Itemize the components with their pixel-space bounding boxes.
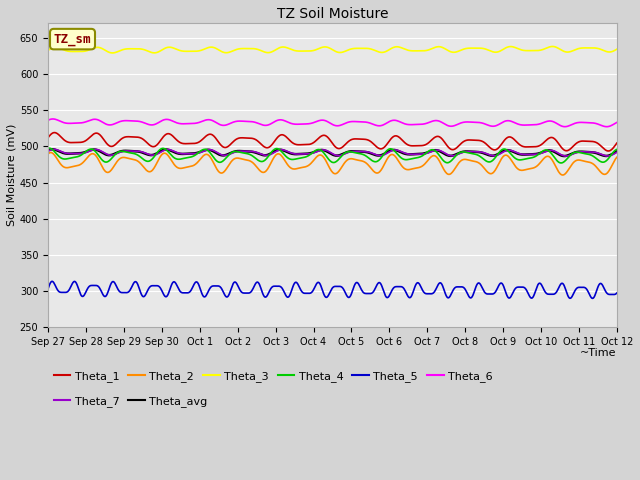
Theta_7 — [44, 148, 52, 154]
Line: Theta_avg: Theta_avg — [48, 149, 617, 156]
Theta_avg — [407, 152, 415, 157]
Theta_2 — [535, 162, 543, 168]
Theta_3 — [613, 46, 621, 52]
Theta_5 — [589, 296, 596, 301]
Theta_4 — [45, 145, 53, 151]
Theta_2 — [80, 159, 88, 165]
Text: TZ_sm: TZ_sm — [54, 33, 92, 46]
Theta_2 — [44, 151, 52, 157]
X-axis label: ~Time: ~Time — [580, 348, 617, 358]
Theta_3 — [44, 48, 52, 53]
Theta_3 — [390, 44, 398, 50]
Theta_5 — [535, 281, 543, 287]
Theta_3 — [108, 50, 116, 56]
Theta_1 — [407, 143, 415, 149]
Theta_5 — [49, 278, 56, 284]
Theta_1 — [375, 145, 383, 151]
Theta_5 — [613, 290, 621, 296]
Theta_avg — [44, 147, 52, 153]
Theta_6 — [603, 124, 611, 130]
Theta_4 — [390, 148, 398, 154]
Theta_1 — [44, 135, 52, 141]
Line: Theta_1: Theta_1 — [48, 132, 617, 151]
Theta_2 — [407, 166, 415, 172]
Theta_2 — [390, 153, 398, 158]
Theta_6 — [613, 120, 621, 125]
Theta_7 — [390, 147, 398, 153]
Theta_2 — [375, 169, 383, 175]
Theta_1 — [613, 140, 621, 146]
Line: Theta_4: Theta_4 — [48, 148, 617, 163]
Theta_4 — [44, 145, 52, 151]
Theta_7 — [476, 149, 484, 155]
Theta_1 — [535, 143, 543, 149]
Theta_4 — [557, 160, 565, 166]
Theta_6 — [535, 121, 543, 127]
Theta_5 — [80, 293, 88, 299]
Theta_avg — [535, 151, 543, 156]
Theta_3 — [79, 48, 87, 54]
Theta_7 — [535, 151, 543, 157]
Theta_3 — [549, 44, 557, 49]
Theta_4 — [375, 157, 383, 163]
Line: Theta_2: Theta_2 — [48, 153, 617, 175]
Theta_1 — [80, 139, 88, 144]
Theta_2 — [559, 172, 566, 178]
Line: Theta_6: Theta_6 — [48, 119, 617, 127]
Theta_1 — [605, 148, 612, 154]
Theta_5 — [476, 281, 484, 287]
Theta_3 — [476, 45, 484, 51]
Theta_3 — [407, 48, 415, 54]
Theta_avg — [390, 147, 398, 153]
Theta_3 — [535, 48, 543, 53]
Theta_7 — [407, 151, 415, 157]
Theta_avg — [375, 153, 383, 158]
Theta_1 — [476, 138, 484, 144]
Theta_4 — [476, 154, 484, 159]
Legend: Theta_7, Theta_avg: Theta_7, Theta_avg — [54, 396, 208, 407]
Theta_7 — [50, 146, 58, 152]
Theta_avg — [561, 153, 568, 159]
Theta_avg — [476, 149, 484, 155]
Theta_avg — [49, 146, 56, 152]
Theta_4 — [80, 150, 88, 156]
Line: Theta_3: Theta_3 — [48, 47, 617, 53]
Theta_3 — [375, 49, 383, 55]
Theta_6 — [80, 120, 88, 125]
Theta_6 — [49, 116, 57, 122]
Theta_6 — [390, 118, 398, 123]
Line: Theta_5: Theta_5 — [48, 281, 617, 299]
Theta_7 — [562, 153, 570, 159]
Theta_avg — [613, 148, 621, 154]
Theta_6 — [375, 123, 383, 129]
Theta_6 — [476, 120, 484, 125]
Theta_6 — [44, 118, 52, 123]
Theta_2 — [47, 150, 55, 156]
Theta_7 — [613, 149, 621, 155]
Theta_5 — [390, 285, 398, 290]
Title: TZ Soil Moisture: TZ Soil Moisture — [276, 7, 388, 21]
Theta_5 — [44, 286, 52, 292]
Theta_2 — [476, 161, 484, 167]
Theta_4 — [407, 156, 415, 162]
Theta_1 — [51, 130, 58, 135]
Theta_5 — [407, 294, 415, 300]
Theta_6 — [407, 122, 415, 128]
Theta_5 — [375, 280, 383, 286]
Theta_7 — [80, 150, 88, 156]
Theta_2 — [613, 155, 621, 160]
Y-axis label: Soil Moisture (mV): Soil Moisture (mV) — [7, 124, 17, 227]
Theta_7 — [375, 153, 383, 158]
Theta_4 — [613, 146, 621, 152]
Line: Theta_7: Theta_7 — [48, 149, 617, 156]
Theta_4 — [535, 151, 543, 157]
Theta_1 — [390, 133, 398, 139]
Theta_avg — [80, 150, 88, 156]
